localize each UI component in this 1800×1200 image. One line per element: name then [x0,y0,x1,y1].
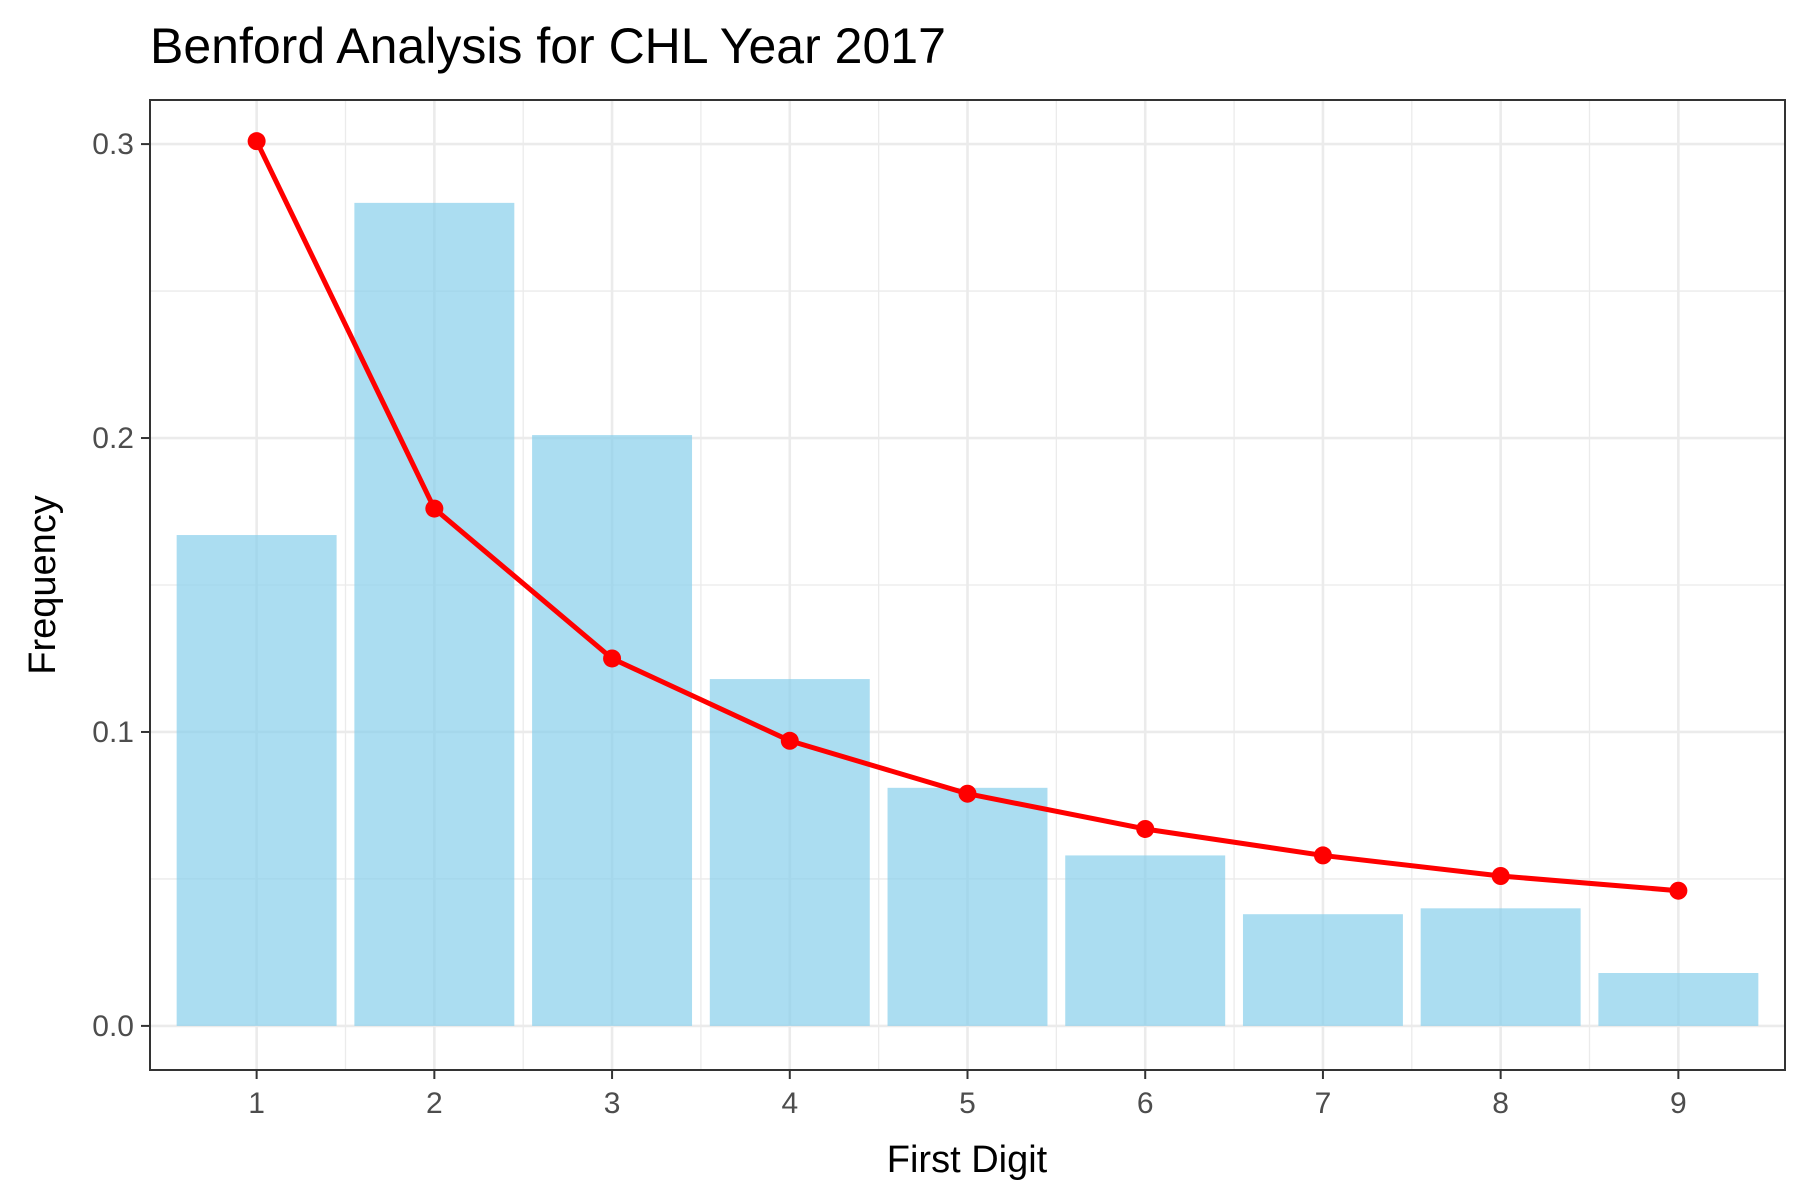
x-axis-title: First Digit [887,1139,1048,1181]
y-axis-title: Frequency [22,495,64,675]
benford-point-8 [1491,867,1510,885]
y-tick-label: 0.2 [92,422,134,455]
x-axis: 1 2 3 4 5 6 7 8 9 [248,1070,1687,1120]
y-tick-label: 0.3 [92,128,134,161]
x-tick-label: 4 [781,1087,798,1120]
benford-point-3 [603,649,622,668]
benford-point-4 [780,731,799,750]
x-tick-label: 6 [1137,1087,1154,1120]
benford-point-2 [425,499,444,518]
benford-point-9 [1669,881,1688,900]
x-tick-label: 2 [426,1087,443,1120]
bar-digit-9 [1598,973,1759,1026]
bar-digit-5 [887,787,1048,1026]
benford-point-1 [247,132,266,151]
y-tick-label: 0.0 [92,1010,134,1043]
chart-title: Benford Analysis for CHL Year 2017 [150,18,946,74]
x-tick-label: 8 [1492,1087,1509,1120]
y-axis: 0.0 0.1 0.2 0.3 [92,128,150,1043]
benford-point-7 [1313,846,1332,865]
x-tick-label: 1 [248,1087,265,1120]
x-tick-label: 3 [604,1087,621,1120]
bars [176,202,1759,1026]
benford-line-layer [247,132,1688,900]
x-tick-label: 9 [1670,1087,1687,1120]
bar-digit-2 [354,202,515,1026]
x-tick-label: 5 [959,1087,976,1120]
benford-point-6 [1136,819,1155,838]
benford-point-5 [958,784,977,803]
bar-digit-3 [532,435,693,1026]
x-tick-label: 7 [1315,1087,1332,1120]
bar-digit-6 [1065,855,1226,1026]
bar-digit-4 [709,679,870,1026]
y-tick-label: 0.1 [92,716,134,749]
bar-digit-1 [176,535,337,1026]
bar-digit-7 [1242,914,1403,1026]
bar-digit-8 [1420,908,1581,1026]
